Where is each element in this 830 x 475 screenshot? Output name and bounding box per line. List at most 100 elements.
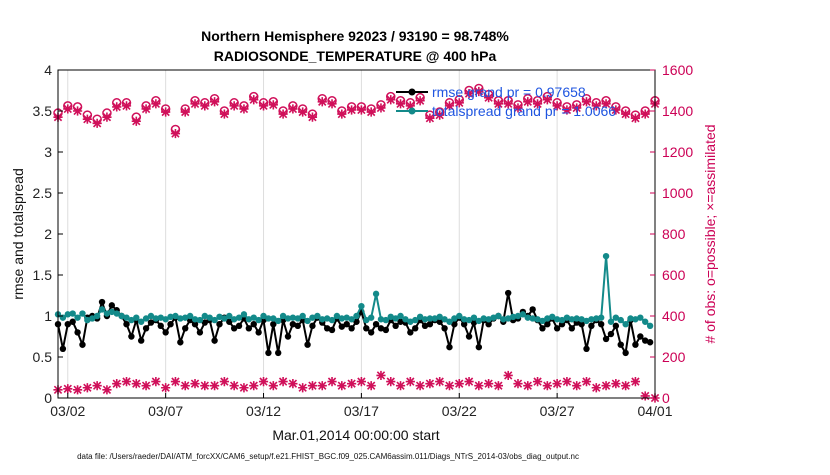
obs-rejected-marker — [337, 381, 347, 391]
obs-assimilated-marker — [327, 99, 337, 109]
data-point — [358, 302, 365, 310]
data-point — [392, 322, 399, 330]
obs-assimilated-marker — [640, 109, 650, 119]
data-point — [514, 312, 522, 320]
data-point — [182, 325, 189, 332]
data-point — [451, 315, 458, 322]
obs-rejected-marker — [317, 381, 327, 391]
data-point — [177, 339, 184, 346]
data-point — [250, 321, 257, 328]
data-point — [583, 317, 590, 325]
data-point — [568, 325, 576, 332]
obs-assimilated-marker — [63, 104, 73, 114]
data-point — [431, 315, 438, 322]
data-point — [191, 316, 199, 323]
data-point — [588, 316, 595, 323]
data-point — [250, 314, 257, 321]
data-point — [304, 341, 311, 348]
data-point — [475, 343, 483, 351]
x-tick-label: 04/01 — [637, 403, 672, 419]
data-point — [353, 318, 360, 325]
obs-rejected-marker — [249, 381, 259, 391]
data-point — [529, 315, 536, 322]
data-point — [226, 312, 233, 320]
data-point — [646, 339, 654, 346]
data-point — [211, 316, 218, 324]
data-point — [412, 316, 419, 324]
data-point — [79, 310, 86, 317]
data-point — [363, 316, 370, 324]
obs-rejected-marker — [542, 381, 552, 391]
obs-rejected-marker — [180, 381, 190, 391]
obs-rejected-marker — [278, 377, 288, 387]
obs-assimilated-marker — [366, 107, 376, 117]
data-point — [500, 316, 507, 323]
obs-rejected-marker — [552, 379, 562, 389]
obs-assimilated-marker — [170, 128, 181, 139]
data-point — [64, 311, 71, 318]
obs-assimilated-marker — [376, 103, 386, 113]
data-point — [402, 316, 409, 323]
obs-assimilated-marker — [542, 95, 552, 105]
data-point — [382, 326, 390, 334]
obs-assimilated-marker — [121, 101, 132, 111]
obs-assimilated-marker — [562, 105, 572, 115]
data-point — [367, 314, 375, 321]
axis-layer: 03/02 03/07 03/12 03/17 03/22 03/27 04/0100.51… — [33, 62, 694, 419]
data-point — [646, 322, 654, 330]
data-point — [397, 318, 404, 325]
obs-rejected-marker — [513, 379, 523, 389]
data-point — [123, 314, 130, 321]
y-tick-label-left: 1.5 — [33, 267, 53, 283]
data-point — [416, 313, 424, 321]
data-point — [328, 316, 336, 324]
data-point — [504, 289, 512, 297]
obs-rejected-marker — [102, 385, 112, 395]
data-point — [157, 314, 164, 321]
data-point — [133, 314, 140, 321]
obs-assimilated-marker — [347, 105, 357, 115]
data-point — [622, 321, 629, 328]
data-point — [323, 325, 331, 332]
data-point — [284, 315, 292, 322]
data-point — [230, 325, 238, 332]
data-point — [299, 312, 306, 320]
data-point — [177, 315, 184, 322]
data-point — [637, 314, 644, 321]
obs-rejected-marker — [141, 381, 151, 391]
data-point — [255, 329, 262, 336]
data-point — [128, 333, 135, 340]
data-point — [460, 316, 468, 323]
data-point — [314, 312, 321, 320]
y-tick-label-right: 0 — [662, 390, 670, 406]
obs-rejected-marker — [444, 381, 455, 391]
data-point — [597, 321, 605, 328]
data-point — [230, 316, 238, 323]
obs-assimilated-marker — [474, 86, 484, 97]
data-point — [167, 321, 174, 328]
obs-assimilated-marker — [337, 109, 347, 119]
data-point — [529, 306, 536, 313]
obs-assimilated-marker — [386, 95, 396, 105]
grid-layer — [67, 70, 656, 398]
data-point — [128, 316, 135, 324]
x-axis-label: Mar.01,2014 00:00:00 start — [272, 427, 439, 443]
obs-assimilated-marker — [239, 104, 249, 114]
data-point — [446, 343, 453, 351]
data-point — [348, 316, 355, 323]
data-point — [363, 325, 370, 332]
data-point — [93, 312, 101, 320]
obs-rejected-marker — [572, 381, 582, 391]
data-point — [553, 325, 561, 332]
data-point — [196, 316, 204, 324]
data-point — [59, 345, 67, 352]
obs-rejected-marker — [121, 377, 132, 387]
plot-frame — [57, 69, 656, 399]
data-point — [407, 318, 414, 325]
obs-rejected-marker — [347, 379, 357, 389]
data-point — [275, 317, 282, 325]
data-point — [456, 312, 463, 320]
y-tick-label-right: 600 — [662, 267, 686, 283]
data-point — [142, 325, 150, 332]
